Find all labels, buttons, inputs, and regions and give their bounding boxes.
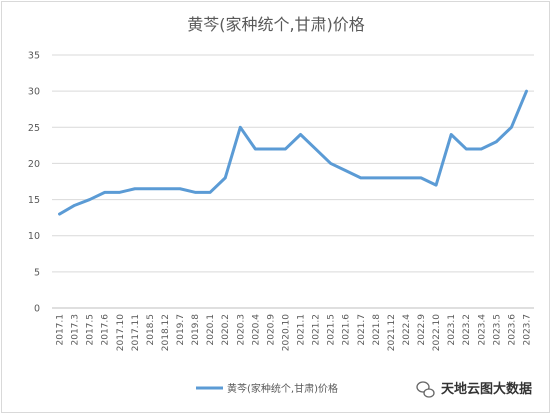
y-tick-label: 15 [28, 195, 40, 206]
data-point [449, 133, 453, 136]
data-point [419, 176, 423, 180]
data-point [88, 198, 91, 201]
data-point [103, 191, 106, 194]
x-tick-label: 2018.5 [146, 314, 156, 346]
x-tick-label: 2020.9 [266, 314, 276, 346]
watermark: 天地云图大数据 [416, 381, 532, 398]
legend-label: 黄芩(家种统个,甘肃)价格 [227, 382, 338, 395]
y-tick-label: 10 [28, 231, 40, 242]
y-tick-label: 30 [28, 87, 40, 98]
watermark-text: 天地云图大数据 [441, 381, 532, 397]
data-point [178, 187, 182, 190]
x-tick-label: 2017.5 [86, 314, 96, 346]
data-point [208, 191, 212, 194]
x-tick-label: 2021.5 [327, 314, 337, 346]
x-tick-label: 2023.6 [507, 314, 517, 346]
x-tick-label: 2021.12 [387, 314, 397, 351]
x-axis-ticks: 2017.1 2017.3 2017.5 2017.6 2017.10 2017.11 20… [56, 314, 533, 351]
data-point [374, 176, 378, 180]
data-point [525, 89, 528, 93]
x-tick-label: 2023.4 [477, 314, 487, 346]
data-point [163, 187, 167, 190]
data-point [495, 140, 498, 143]
data-point [148, 187, 152, 190]
x-tick-label: 2023.7 [522, 314, 532, 346]
x-tick-label: 2019.7 [176, 314, 186, 346]
data-point [434, 183, 438, 187]
x-tick-label: 2023.5 [492, 314, 502, 346]
x-tick-label: 2021.8 [372, 314, 382, 346]
data-point [465, 147, 468, 151]
y-axis-ticks: 0 5 10 15 20 25 30 35 [28, 51, 40, 315]
y-tick-label: 5 [34, 267, 40, 278]
wechat-icon [416, 381, 435, 398]
series-layer [58, 89, 528, 216]
y-tick-label: 0 [34, 304, 40, 315]
data-point [73, 204, 76, 207]
x-tick-label: 2021.2 [312, 314, 322, 346]
x-tick-label: 2017.6 [101, 314, 111, 346]
x-tick-label: 2020.4 [251, 314, 261, 346]
legend: 黄芩(家种统个,甘肃)价格 [196, 382, 338, 395]
data-point [344, 169, 347, 172]
x-tick-label: 2021.1 [297, 314, 307, 346]
x-tick-label: 2022.4 [402, 314, 412, 346]
x-tick-label: 2020.3 [236, 314, 246, 346]
y-tick-label: 20 [28, 159, 40, 170]
data-point [58, 212, 61, 216]
x-tick-label: 2018.12 [161, 314, 171, 351]
data-point [224, 176, 227, 180]
x-tick-label: 2020.1 [206, 314, 216, 346]
x-tick-label: 2017.3 [71, 314, 81, 346]
data-point [299, 133, 302, 136]
data-point [389, 176, 393, 180]
x-tick-label: 2022.9 [417, 314, 427, 346]
x-tick-label: 2017.10 [116, 314, 126, 351]
gridlines [52, 54, 534, 273]
x-tick-label: 2021.7 [357, 314, 367, 346]
data-point [404, 176, 408, 180]
data-point [480, 147, 483, 151]
data-point [118, 191, 121, 194]
data-point [269, 147, 272, 151]
y-tick-label: 35 [28, 51, 40, 62]
x-tick-label: 2020.10 [281, 314, 291, 351]
data-point [133, 187, 137, 190]
x-tick-label: 2020.2 [221, 314, 231, 346]
y-tick-label: 25 [28, 123, 40, 134]
x-tick-label: 2023.1 [447, 314, 457, 346]
x-tick-label: 2017.1 [56, 314, 66, 346]
chart-title: 黄芩(家种统个,甘肃)价格 [187, 15, 365, 34]
data-point [359, 176, 362, 180]
x-tick-label: 2023.2 [462, 314, 472, 346]
series-line [58, 89, 528, 216]
data-point [314, 147, 317, 151]
x-tick-label: 2017.11 [131, 314, 141, 351]
data-point [239, 126, 242, 129]
x-tick-label: 2022.10 [432, 314, 442, 351]
data-point [510, 126, 513, 129]
data-point [329, 162, 332, 165]
x-tick-label: 2019.8 [191, 314, 201, 346]
data-point [284, 147, 287, 151]
x-tick-label: 2021.6 [342, 314, 352, 346]
data-point [193, 191, 197, 194]
data-point [254, 147, 257, 151]
